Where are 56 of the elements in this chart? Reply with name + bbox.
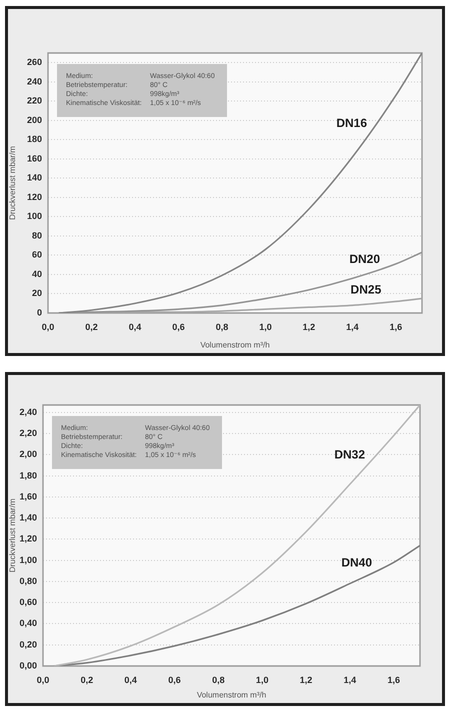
y-tick-label: 140 <box>26 172 42 183</box>
y-tick-label: 1,60 <box>19 491 37 502</box>
x-tick-label: 1,4 <box>346 322 359 332</box>
y-tick-label: 160 <box>26 153 42 164</box>
y-tick-label: 2,20 <box>19 428 37 438</box>
line-series <box>53 405 420 666</box>
y-tick-label: 2,00 <box>19 449 37 460</box>
y-tick-label: 2,40 <box>19 406 37 417</box>
x-tick-label: 1,6 <box>390 322 402 332</box>
y-tick-label: 0,80 <box>19 576 37 586</box>
y-tick-label: 1,40 <box>19 512 37 523</box>
series-label: DN20 <box>349 252 380 266</box>
y-tick-label: 260 <box>26 57 42 68</box>
x-tick-label: 0,6 <box>172 322 185 332</box>
x-axis-title: Volumenstrom m³/h <box>196 690 266 700</box>
y-tick-label: 0,20 <box>19 639 37 650</box>
y-tick-label: 0,00 <box>19 660 37 670</box>
y-tick-label: 20 <box>32 288 42 298</box>
x-tick-label: 1,0 <box>259 322 272 332</box>
x-tick-label: 0,4 <box>124 674 137 685</box>
line-series <box>58 53 422 313</box>
x-tick-label: 1,2 <box>300 674 312 685</box>
y-tick-label: 240 <box>26 76 42 86</box>
y-tick-label: 40 <box>32 268 42 279</box>
x-tick-label: 0,0 <box>42 322 54 332</box>
y-tick-label: 1,20 <box>19 534 37 544</box>
x-tick-label: 1,4 <box>344 674 356 685</box>
x-tick-label: 0,8 <box>212 674 225 685</box>
y-tick-label: 0,40 <box>19 618 37 628</box>
x-tick-label: 0,2 <box>80 674 94 685</box>
x-tick-label: 0,4 <box>128 322 142 332</box>
y-tick-label: 220 <box>26 96 42 106</box>
y-axis-title: Druckverlust mbar/m <box>8 498 18 572</box>
x-tick-label: 1,0 <box>256 674 268 685</box>
series-label: DN25 <box>350 282 382 296</box>
series-label: DN40 <box>341 555 372 570</box>
y-tick-label: 200 <box>26 114 42 125</box>
y-tick-label: 120 <box>26 192 42 202</box>
series-label: DN32 <box>334 447 366 462</box>
y-tick-label: 0 <box>36 307 42 318</box>
x-tick-label: 0,2 <box>85 322 98 332</box>
y-tick-label: 1,00 <box>19 554 37 565</box>
x-tick-label: 0,8 <box>216 322 228 332</box>
y-tick-label: 0,60 <box>19 597 37 608</box>
x-tick-label: 0,0 <box>36 674 50 685</box>
y-tick-label: 1,80 <box>19 470 37 480</box>
y-tick-label: 180 <box>26 134 42 144</box>
y-tick-label: 80 <box>32 230 42 240</box>
y-axis-title: Druckverlust mbar/m <box>8 146 18 220</box>
x-axis-title: Volumenstrom m³/h <box>200 340 270 350</box>
y-tick-label: 60 <box>32 250 42 260</box>
x-tick-label: 1,2 <box>302 322 316 332</box>
y-tick-label: 100 <box>26 211 42 222</box>
x-tick-label: 1,6 <box>387 674 400 685</box>
series-label: DN16 <box>336 116 368 130</box>
x-tick-label: 0,6 <box>168 674 181 685</box>
